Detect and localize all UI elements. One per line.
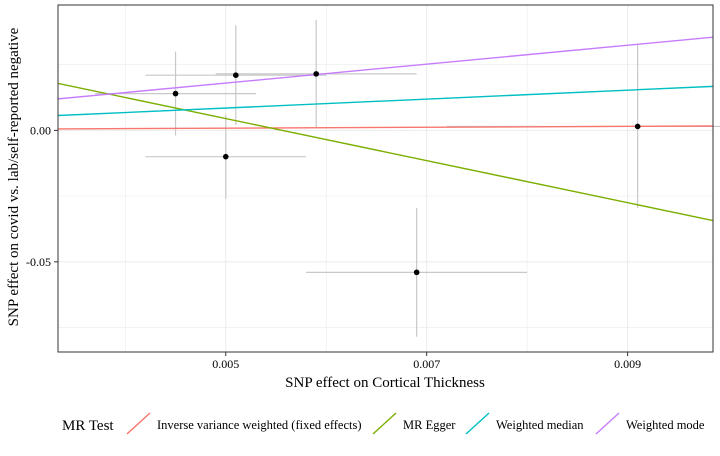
legend-label: Weighted median	[496, 418, 584, 432]
x-tick-label: 0.007	[413, 357, 440, 371]
panel-border	[57, 4, 714, 353]
y-axis-title: SNP effect on covid vs. lab/self-reporte…	[6, 27, 22, 326]
data-point	[172, 90, 179, 97]
legend-key	[595, 412, 620, 435]
legend-title: MR Test	[62, 418, 114, 434]
y-tick-label: 0.00	[30, 123, 51, 137]
legend-key	[465, 412, 490, 435]
legend: MR Test Inverse variance weighted (fixed…	[62, 412, 705, 435]
legend-key	[126, 412, 151, 435]
data-point	[222, 153, 229, 160]
x-axis-title: SNP effect on Cortical Thickness	[285, 375, 485, 391]
legend-item: Weighted median	[465, 412, 584, 435]
data-points	[172, 71, 641, 276]
legend-item: MR Egger	[372, 412, 456, 435]
mr-line	[58, 125, 713, 130]
legend-item: Weighted mode	[595, 412, 705, 435]
axis-ticks: 0.005 0.007 0.009 0.00 -0.05	[26, 123, 641, 371]
x-tick-label: 0.005	[212, 357, 239, 371]
legend-item: Inverse variance weighted (fixed effects…	[126, 412, 362, 435]
legend-key	[372, 412, 397, 435]
legend-label: Inverse variance weighted (fixed effects…	[157, 418, 362, 432]
legend-label: Weighted mode	[626, 418, 705, 432]
mr-line	[58, 85, 713, 117]
x-tick-label: 0.009	[614, 357, 641, 371]
data-point	[233, 72, 239, 78]
mr-line	[58, 36, 713, 100]
mr-lines	[58, 36, 713, 222]
legend-label: MR Egger	[403, 418, 456, 432]
data-point	[313, 71, 319, 77]
data-point	[413, 269, 420, 276]
mr-line	[58, 82, 713, 222]
data-point	[634, 123, 641, 130]
y-tick-label: -0.05	[26, 255, 51, 269]
